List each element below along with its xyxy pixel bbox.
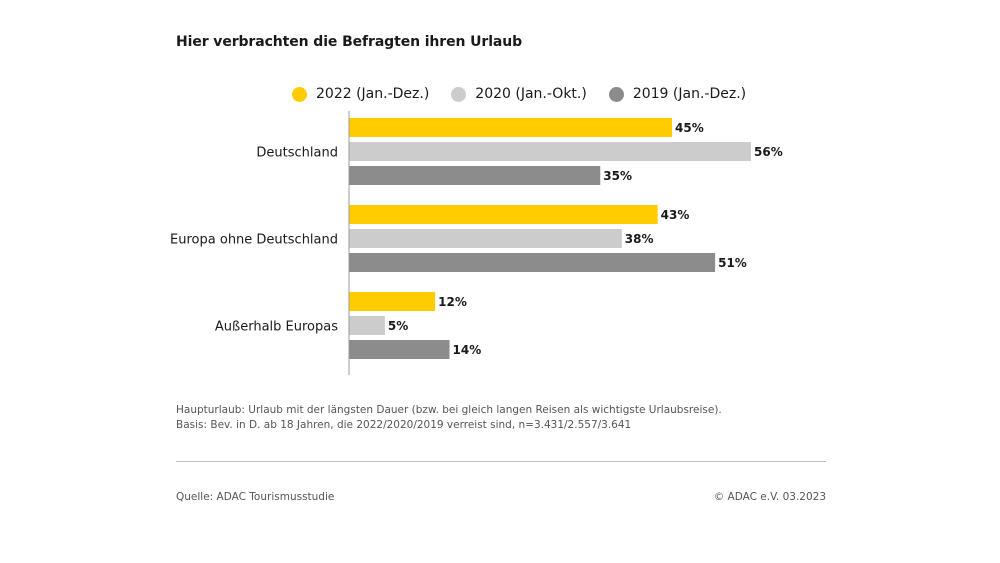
legend-item-2019: 2019 (Jan.-Dez.) (608, 86, 747, 102)
legend-item-2022: 2022 (Jan.-Dez.) (292, 86, 429, 102)
chart-title: Hier verbrachten die Befragten ihren Url… (176, 34, 523, 50)
category-label-ausserhalb-europas: Außerhalb Europas (215, 320, 338, 335)
bar-deutschland-2020 (349, 142, 751, 161)
chart-notes: Haupturlaub: Urlaub mit der längsten Dau… (176, 403, 722, 433)
note-line-1: Haupturlaub: Urlaub mit der längsten Dau… (176, 404, 722, 416)
bar-europa-ohne-deutschland-2019 (349, 253, 716, 272)
legend-swatch-2019 (608, 86, 624, 102)
bar-europa-ohne-deutschland-2022 (349, 205, 658, 224)
copyright-text: © ADAC e.V. 03.2023 (713, 491, 826, 503)
bar-deutschland-2019 (349, 166, 601, 185)
footer-divider (176, 461, 826, 462)
legend-label-2019: 2019 (Jan.-Dez.) (632, 86, 747, 102)
source-text: Quelle: ADAC Tourismusstudie (176, 491, 335, 503)
category-label-europa-ohne-deutschland: Europa ohne Deutschland (170, 233, 338, 248)
legend-item-2020: 2020 (Jan.-Okt.) (451, 86, 587, 102)
legend-label-2022: 2022 (Jan.-Dez.) (316, 86, 430, 102)
chart-legend: 2022 (Jan.-Dez.) 2020 (Jan.-Okt.) 2019 (… (292, 86, 768, 102)
value-label-deutschland-2020: 56% (754, 145, 783, 159)
value-label-ausserhalb-europas-2020: 5% (388, 319, 408, 333)
legend-label-2020: 2020 (Jan.-Okt.) (475, 86, 587, 102)
value-label-europa-ohne-deutschland-2022: 43% (661, 208, 690, 222)
value-label-ausserhalb-europas-2019: 14% (453, 343, 482, 357)
note-line-2: Basis: Bev. in D. ab 18 Jahren, die 2022… (176, 419, 632, 431)
bar-ausserhalb-europas-2019 (349, 340, 450, 359)
category-label-deutschland: Deutschland (256, 146, 338, 161)
value-label-europa-ohne-deutschland-2019: 51% (718, 256, 747, 270)
bar-ausserhalb-europas-2022 (349, 292, 436, 311)
value-label-europa-ohne-deutschland-2020: 38% (625, 232, 654, 246)
legend-swatch-2022 (292, 86, 307, 102)
bar-europa-ohne-deutschland-2020 (349, 229, 622, 248)
value-label-ausserhalb-europas-2022: 12% (438, 295, 467, 309)
value-label-deutschland-2019: 35% (603, 169, 632, 183)
bar-ausserhalb-europas-2020 (349, 316, 385, 335)
bar-deutschland-2022 (349, 118, 673, 137)
legend-swatch-2020 (451, 86, 467, 102)
value-label-deutschland-2022: 45% (675, 121, 704, 135)
